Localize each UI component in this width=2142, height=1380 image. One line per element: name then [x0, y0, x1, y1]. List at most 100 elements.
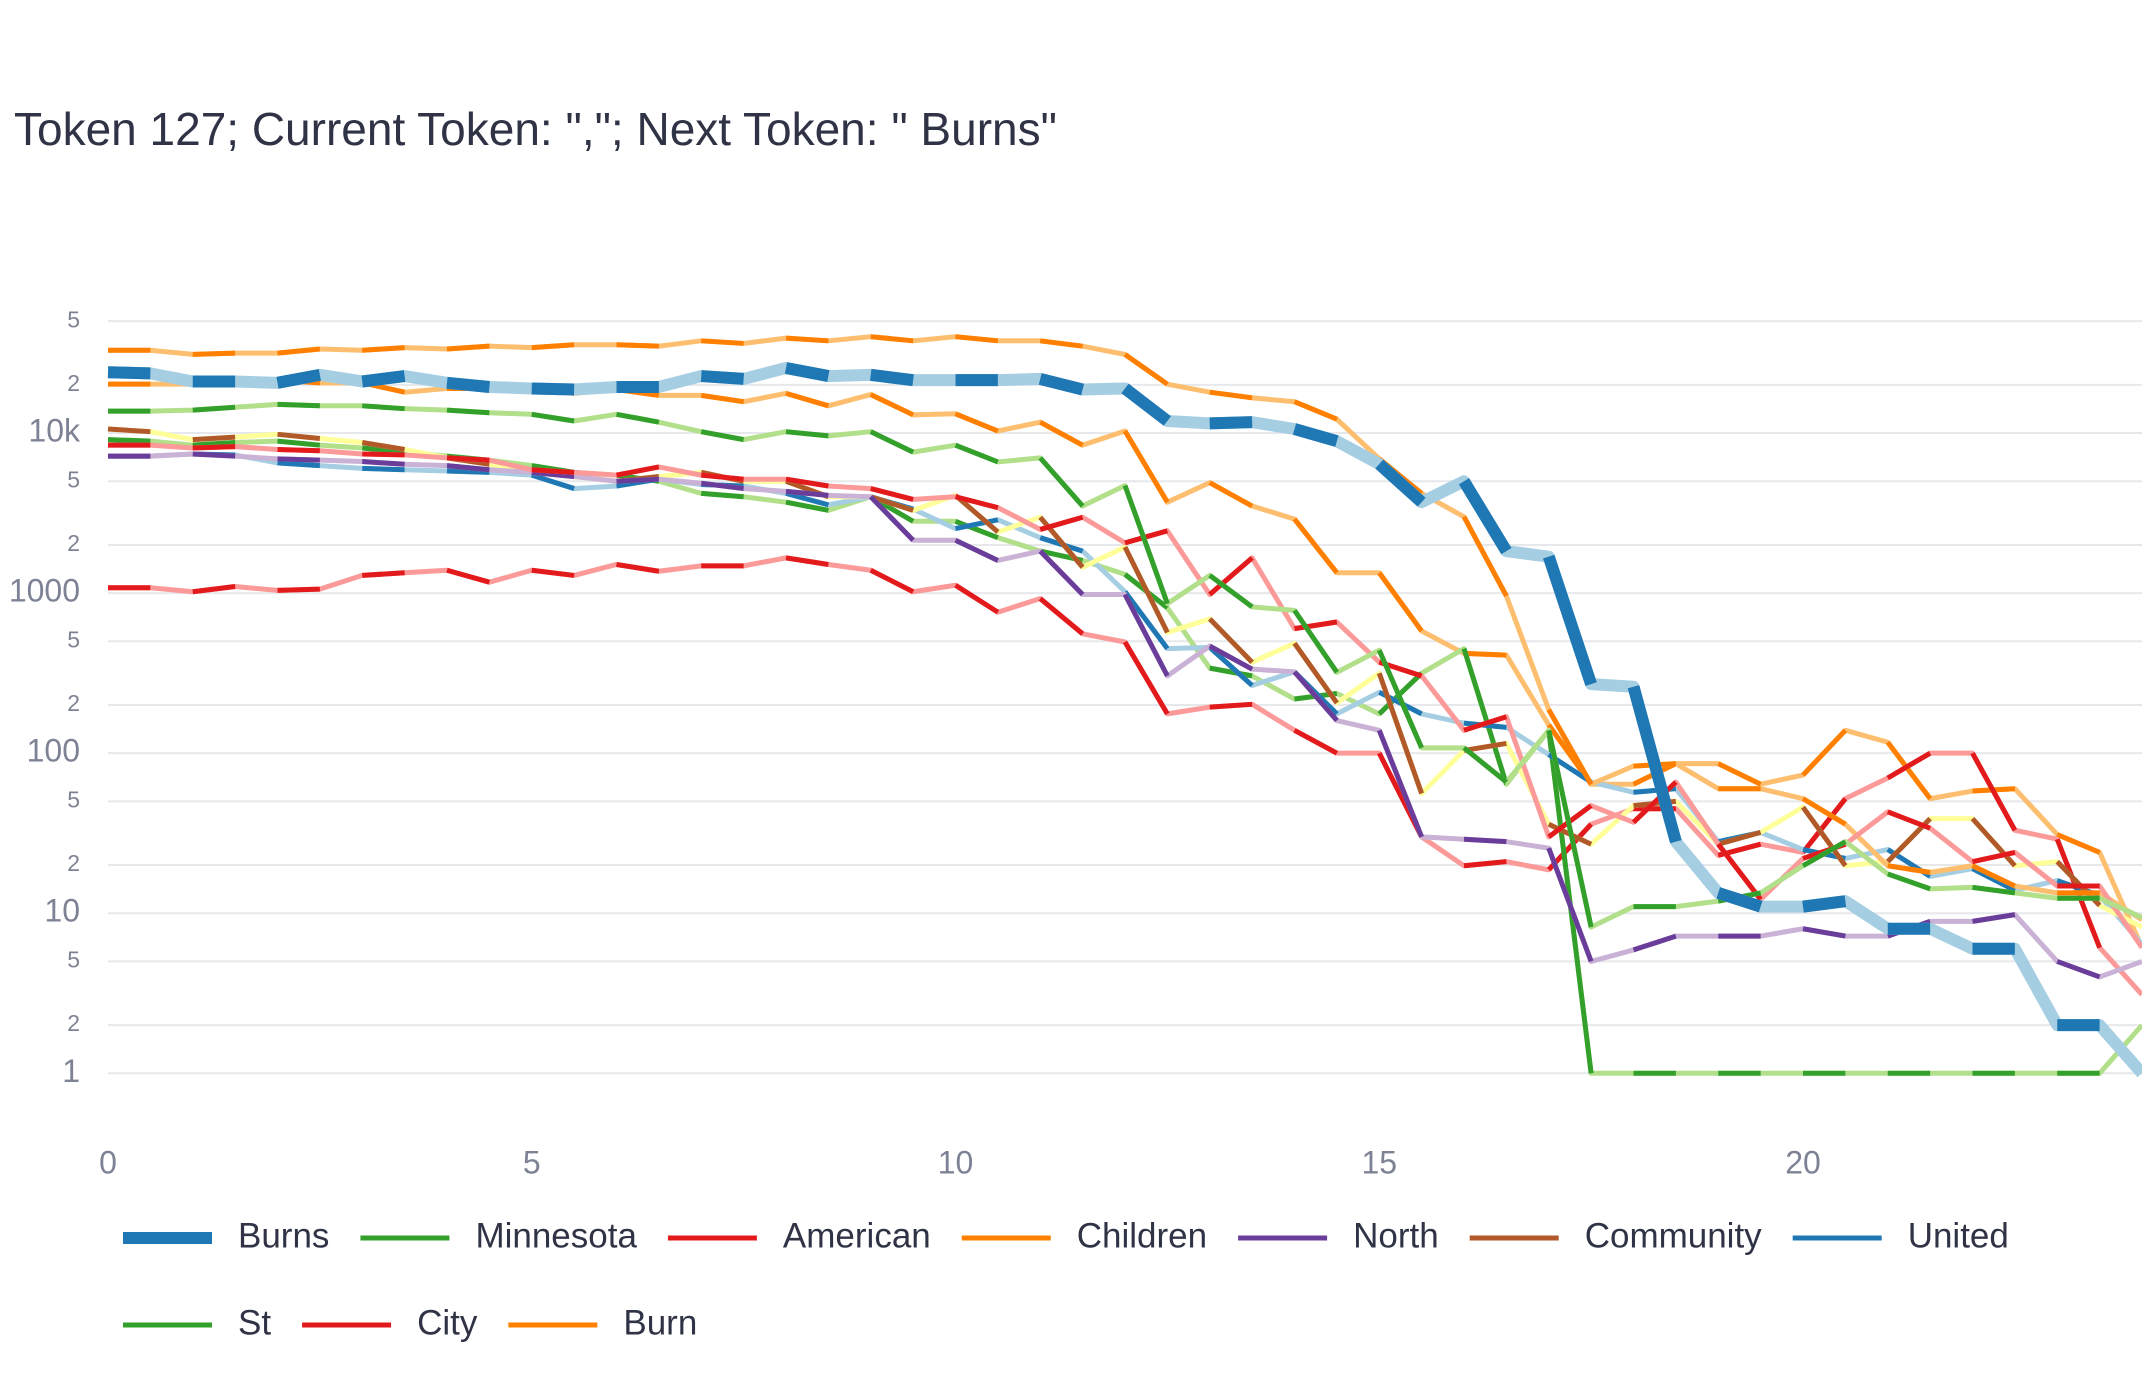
series-segment [530, 472, 575, 491]
series-segment [362, 459, 405, 467]
series-segment [785, 476, 829, 489]
series-segment [1971, 849, 2016, 865]
series-segment [1632, 933, 1677, 953]
series-segment [1122, 429, 1170, 504]
series-segment [869, 494, 914, 513]
series-segment [955, 334, 999, 344]
series-segment [1039, 514, 1084, 532]
series-segment [784, 362, 830, 382]
series-segment [785, 499, 829, 513]
x-tick-label: 10 [938, 1144, 974, 1180]
series-segment [1039, 338, 1083, 349]
legend-label: Community [1585, 1216, 1762, 1255]
series-segment [616, 562, 660, 574]
series-segment [1546, 847, 1594, 963]
series-segment [869, 392, 915, 418]
series-segment [446, 463, 490, 473]
series-segment [954, 517, 999, 532]
series-segment [107, 366, 151, 380]
series-segment [701, 338, 744, 346]
series-segment [1122, 590, 1170, 651]
legend-label: St [238, 1303, 271, 1342]
legend-label: United [1908, 1216, 2009, 1255]
y-tick-label: 2 [67, 370, 80, 396]
series-segment [1292, 670, 1339, 723]
series-segment [954, 442, 999, 465]
x-tick-label: 20 [1785, 1144, 1821, 1180]
series-segment [870, 334, 914, 344]
series-segment [277, 456, 320, 463]
series-segment [277, 346, 321, 356]
series-segment [616, 342, 659, 349]
series-segment [446, 407, 490, 416]
series-segment [1207, 617, 1254, 664]
y-tick-label: 5 [67, 947, 80, 973]
series-segment [1208, 573, 1254, 609]
series-segment [1887, 863, 1931, 875]
series-segment [2056, 959, 2101, 980]
series-segment [446, 343, 490, 352]
series-segment [954, 518, 999, 541]
series-segment [1970, 751, 2018, 832]
series-segment [531, 467, 575, 475]
y-tick-label: 1 [62, 1053, 80, 1089]
y-tick-label: 1000 [9, 573, 80, 609]
legend-label: Minnesota [475, 1216, 637, 1255]
series-segment [1122, 640, 1170, 716]
y-tick-label: 2 [67, 690, 80, 716]
series-segment [954, 494, 999, 511]
series-segment [1800, 805, 1848, 868]
series-segment [1461, 515, 1509, 598]
legend-label: Children [1077, 1216, 1207, 1255]
series-segment [953, 493, 1000, 534]
axis-labels: 1 2 5 10 2 5 100 2 5 1000 2 5 10k 2 5 0 5 10 15 20 [9, 306, 1821, 1180]
series-segment [446, 468, 490, 475]
y-tick-label: 5 [67, 786, 80, 812]
series-segment [1546, 708, 1594, 786]
series-segment [1209, 389, 1253, 401]
series-segment [1886, 809, 1932, 831]
series-segment [1802, 926, 1846, 939]
series-segment [1293, 728, 1339, 756]
series-segment [1292, 641, 1339, 705]
series-segment [869, 429, 915, 455]
series-segment [1463, 650, 1507, 658]
x-tick-label: 5 [523, 1144, 541, 1180]
series-segment [1038, 549, 1085, 597]
series-segment [1717, 761, 1762, 787]
series-line [107, 437, 2142, 1076]
legend-label: American [783, 1216, 931, 1255]
series-segment [1627, 685, 1682, 844]
series-segment [1039, 419, 1084, 448]
series-segment [446, 567, 491, 585]
series-segment [1208, 643, 1254, 672]
series-line [108, 334, 2142, 922]
series-segment [1716, 887, 1763, 913]
series-segment [1716, 842, 1763, 901]
series-segment [1209, 665, 1253, 679]
series-segment [1292, 608, 1339, 674]
series-segment [1122, 545, 1170, 634]
series-segment [1801, 797, 1848, 854]
series-segment [700, 392, 744, 405]
series-segment [785, 390, 830, 409]
legend-label: Burns [238, 1216, 329, 1255]
y-tick-label: 100 [27, 733, 80, 769]
series-segment [1970, 816, 2017, 868]
series-segment [531, 469, 575, 480]
y-tick-label: 5 [67, 626, 80, 652]
series-segment [446, 455, 490, 463]
series-line [108, 555, 2142, 997]
series-segment [1122, 484, 1170, 605]
series-segment [362, 451, 405, 458]
series-segment [1886, 751, 1932, 781]
x-tick-label: 0 [99, 1144, 117, 1180]
series-segment [531, 342, 575, 351]
series-segment [954, 583, 1000, 615]
series-segment [277, 460, 321, 469]
plot-lines [107, 334, 2142, 1078]
series-segment [2056, 832, 2101, 855]
series-segment [1461, 647, 1509, 785]
series-segment [361, 370, 406, 388]
